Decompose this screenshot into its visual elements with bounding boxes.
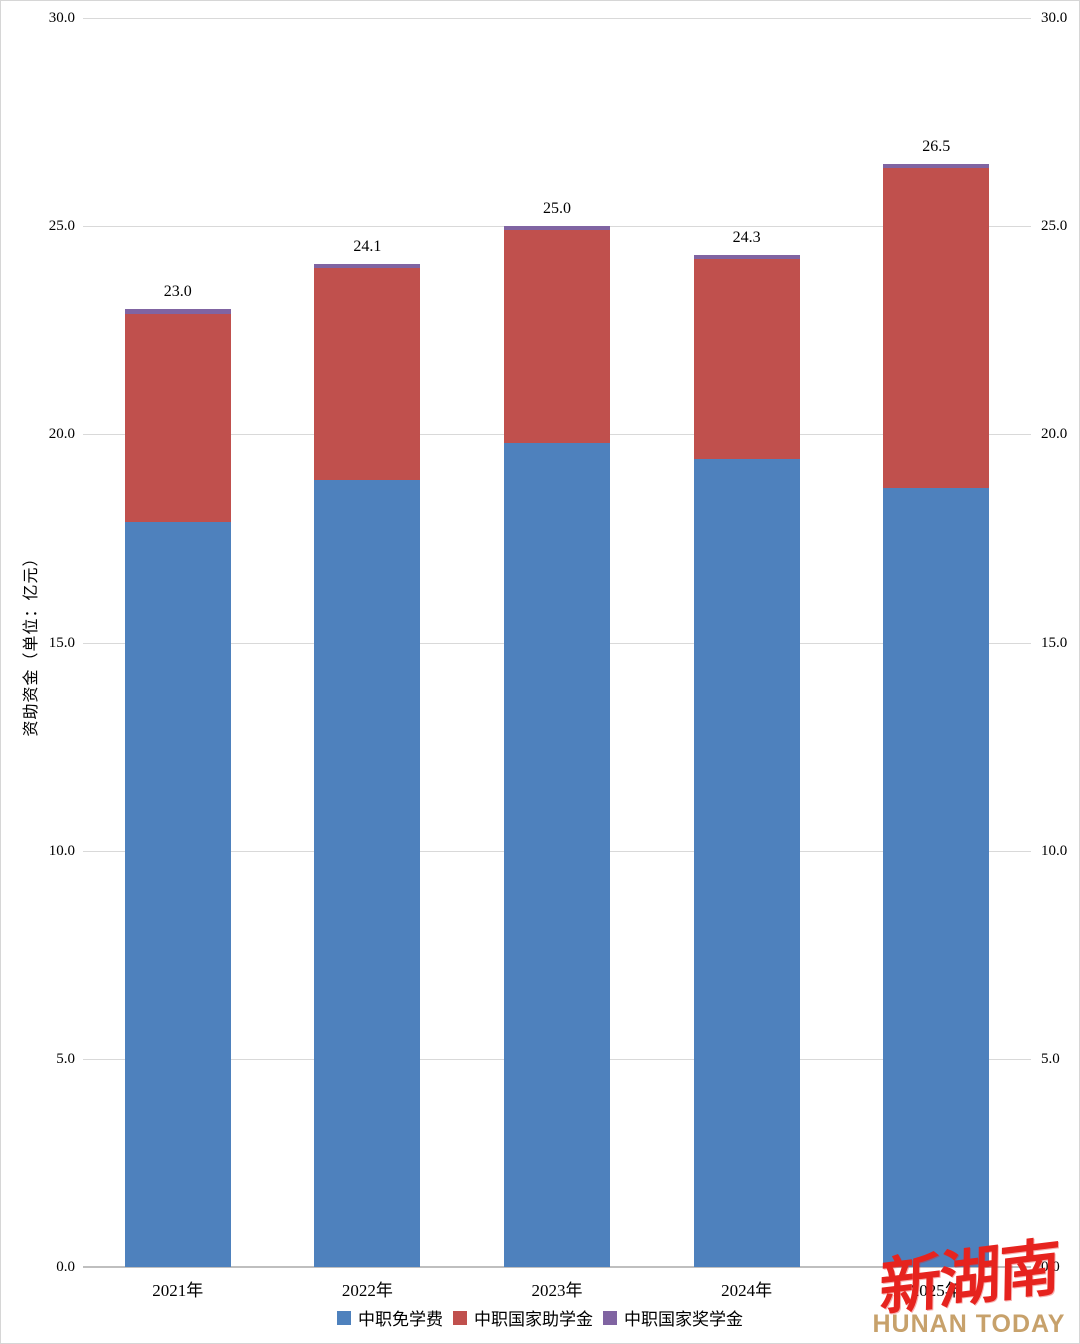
x-axis-label: 2021年 — [152, 1281, 204, 1300]
y-tick-label-left: 25.0 — [48, 218, 75, 235]
legend-swatch-icon — [453, 1310, 467, 1325]
y-tick-label-right: 30.0 — [1041, 10, 1068, 26]
bar-total-label: 23.0 — [163, 283, 192, 301]
y-tick-label-left: 0.0 — [56, 1259, 75, 1275]
legend-item: 中职免学费 — [337, 1305, 443, 1330]
y-tick-label-left: 10.0 — [48, 842, 75, 859]
y-tick-label-right: 10.0 — [1041, 842, 1068, 859]
legend-swatch-icon — [603, 1310, 617, 1325]
legend-item: 中职国家助学金 — [453, 1305, 593, 1330]
legend-label: 中职免学费 — [358, 1310, 443, 1329]
x-axis-label: 2022年 — [341, 1281, 393, 1300]
y-tick-label-left: 30.0 — [48, 10, 75, 26]
bar-segment-blue — [314, 480, 421, 1267]
bar-total-label: 25.0 — [543, 200, 571, 218]
y-tick-label-right: 25.0 — [1041, 218, 1068, 235]
legend: 中职免学费 中职国家助学金 中职国家奖学金 — [1, 1305, 1079, 1330]
y-tick-label-right: 5.0 — [1041, 1050, 1060, 1067]
bar-segment-blue — [124, 521, 231, 1267]
bar-segment-red — [693, 259, 800, 460]
bar-segment-purple — [124, 309, 231, 314]
bar-segment-purple — [883, 163, 990, 168]
bar-segment-blue — [504, 442, 610, 1267]
bar-segment-purple — [504, 226, 610, 231]
bar-segment-blue — [693, 459, 800, 1267]
bar-segment-blue — [883, 488, 990, 1267]
bar-segment-red — [124, 313, 231, 522]
bar-segment-purple — [693, 255, 800, 260]
legend-swatch-icon — [337, 1310, 351, 1325]
bar-total-label: 26.5 — [922, 137, 951, 155]
y-tick-label-left: 15.0 — [48, 634, 75, 651]
legend-label: 中职国家奖学金 — [624, 1310, 743, 1329]
gridline — [83, 18, 1031, 19]
x-axis-line — [83, 1266, 1031, 1268]
legend-item: 中职国家奖学金 — [603, 1305, 743, 1330]
bar-segment-purple — [314, 263, 421, 268]
bar-total-label: 24.3 — [732, 229, 761, 247]
bar-segment-red — [504, 230, 610, 443]
y-tick-label-left: 5.0 — [56, 1050, 75, 1067]
x-axis-label: 2024年 — [721, 1281, 773, 1300]
x-axis-label: 2025年 — [910, 1281, 962, 1300]
y-tick-label-right: 15.0 — [1041, 634, 1068, 651]
bar-total-label: 24.1 — [353, 237, 382, 255]
y-tick-label-right: 0.0 — [1041, 1259, 1060, 1275]
y-tick-label-right: 20.0 — [1041, 426, 1068, 443]
bar-segment-red — [883, 167, 990, 489]
y-tick-label-left: 20.0 — [48, 426, 75, 443]
x-axis-label: 2023年 — [531, 1281, 583, 1300]
bar-segment-red — [314, 267, 421, 481]
legend-label: 中职国家助学金 — [474, 1310, 593, 1329]
